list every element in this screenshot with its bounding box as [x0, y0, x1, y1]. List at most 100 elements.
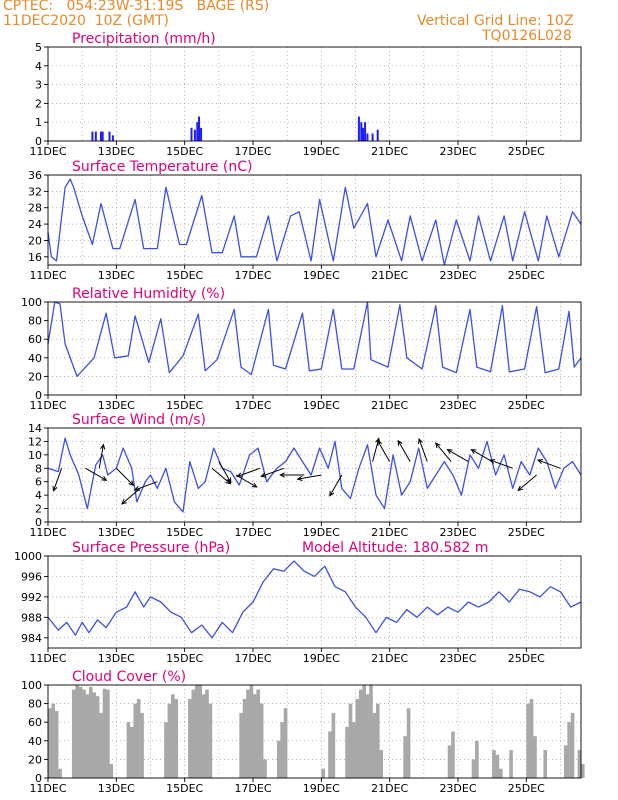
panel-title: Relative Humidity (%): [72, 286, 225, 302]
cloud-bar: [71, 689, 76, 778]
y-tick-label: 992: [21, 591, 42, 604]
wind-arrow: [218, 461, 232, 483]
x-tick-label: 25DEC: [508, 269, 545, 282]
cloud-bar: [48, 708, 52, 778]
cloud-bar: [379, 750, 384, 778]
wind-arrow: [435, 442, 452, 462]
wind-arrow-head: [329, 490, 335, 497]
cloud-bar: [140, 712, 144, 778]
wind-arrow: [261, 467, 284, 477]
cloud-bar: [263, 759, 267, 778]
x-tick-label: 15DEC: [166, 269, 203, 282]
cloud-bar: [321, 768, 325, 778]
cloud-bar: [253, 694, 257, 778]
precip-bar: [371, 133, 374, 141]
station-label: CPTEC: 054:23W-31:19S BAGE (RS): [3, 0, 270, 14]
x-tick-label: 13DEC: [98, 652, 135, 665]
x-tick-label: 23DEC: [439, 399, 476, 412]
cloud-bar: [256, 689, 261, 778]
y-tick-label: 100: [21, 296, 42, 309]
wind-arrow-head: [100, 443, 106, 450]
cloud-bar: [92, 692, 97, 778]
wind-arrow: [52, 468, 63, 492]
wind-arrow-head: [120, 499, 127, 505]
cloud-bar: [239, 712, 243, 778]
wind-arrow: [85, 467, 107, 481]
grid-line-label: Vertical Grid Line: 10Z: [417, 13, 574, 29]
panel-title: Surface Pressure (hPa): [72, 540, 230, 556]
x-tick-label: 11DEC: [29, 782, 66, 795]
panel-frame: [47, 427, 582, 523]
panel-5: 0 20 40 60 80 100 11DEC 13DEC 15DEC 17DEC 19DEC 21D…: [21, 669, 585, 795]
cloud-bar: [581, 764, 585, 778]
cloud-bar: [126, 722, 131, 778]
wind-arrow-head: [133, 485, 140, 491]
x-tick-label: 25DEC: [508, 652, 545, 665]
wind-arrow-head: [128, 480, 135, 487]
panel-title: Surface Wind (m/s): [72, 412, 206, 428]
cloud-bar: [198, 685, 202, 778]
wind-arrow-head: [52, 485, 58, 492]
panel-frame: [47, 46, 582, 142]
init-time-label: 11DEC2020 10Z (GMT): [3, 13, 170, 29]
x-tick-label: 17DEC: [234, 526, 271, 539]
x-tick-label: 11DEC: [29, 145, 66, 158]
wind-arrow: [418, 438, 428, 462]
wind-arrow: [517, 474, 537, 491]
x-tick-label: 15DEC: [166, 782, 203, 795]
wind-arrow-head: [489, 459, 496, 465]
x-tick-label: 19DEC: [303, 782, 340, 795]
wind-arrow-head: [470, 448, 477, 454]
x-tick-label: 23DEC: [439, 526, 476, 539]
x-tick-label: 19DEC: [303, 145, 340, 158]
x-tick-label: 17DEC: [234, 399, 271, 412]
x-tick-label: 17DEC: [234, 652, 271, 665]
cloud-bar: [89, 686, 93, 778]
cloud-bar: [106, 689, 110, 778]
x-tick-label: 15DEC: [166, 145, 203, 158]
cloud-bar: [188, 698, 192, 778]
precip-bar: [91, 131, 94, 141]
y-tick-label: 0: [35, 772, 42, 785]
y-tick-label: 5: [35, 41, 42, 54]
cloud-bar: [369, 685, 373, 778]
cloud-bar: [102, 688, 107, 778]
y-tick-label: 28: [28, 202, 42, 215]
wind-arrow-head: [536, 459, 543, 465]
panel-frame: [47, 174, 582, 266]
y-tick-label: 1000: [14, 550, 42, 563]
x-tick-label: 15DEC: [166, 526, 203, 539]
cloud-bar: [51, 703, 56, 778]
cloud-bar: [328, 731, 332, 778]
wind-arrow: [134, 481, 158, 491]
panel-frame: [47, 301, 582, 396]
x-tick-label: 13DEC: [98, 526, 135, 539]
x-tick-label: 13DEC: [98, 269, 135, 282]
cloud-bar: [171, 694, 175, 778]
cloud-bar: [276, 740, 281, 778]
precip-bar: [190, 127, 193, 141]
x-tick-label: 19DEC: [303, 269, 340, 282]
panel-0: 0 1 2 3 4 5 11DEC 13DEC 15DEC 17DEC 19DEC 21DEC 23DE…: [29, 31, 582, 158]
y-tick-label: 24: [28, 218, 42, 231]
cloud-bar: [492, 750, 496, 778]
y-tick-label: 80: [28, 315, 42, 328]
cloud-bar: [194, 685, 199, 778]
cloud-bar: [543, 750, 548, 778]
cloud-bar: [499, 768, 503, 778]
wind-arrow: [537, 459, 561, 469]
wind-arrow-head: [517, 485, 524, 492]
x-tick-label: 11DEC: [29, 399, 66, 412]
wind-arrow-head: [226, 477, 232, 484]
wind-arrow-head: [279, 472, 285, 478]
cloud-bar: [164, 722, 168, 778]
cloud-bar: [447, 745, 452, 778]
cloud-bar: [109, 764, 114, 778]
wind-arrow: [471, 449, 493, 463]
cloud-bar: [78, 686, 83, 778]
wind-arrow: [237, 467, 261, 477]
cloud-bar: [201, 694, 206, 778]
y-tick-label: 20: [28, 370, 42, 383]
cloud-bar: [283, 708, 288, 778]
